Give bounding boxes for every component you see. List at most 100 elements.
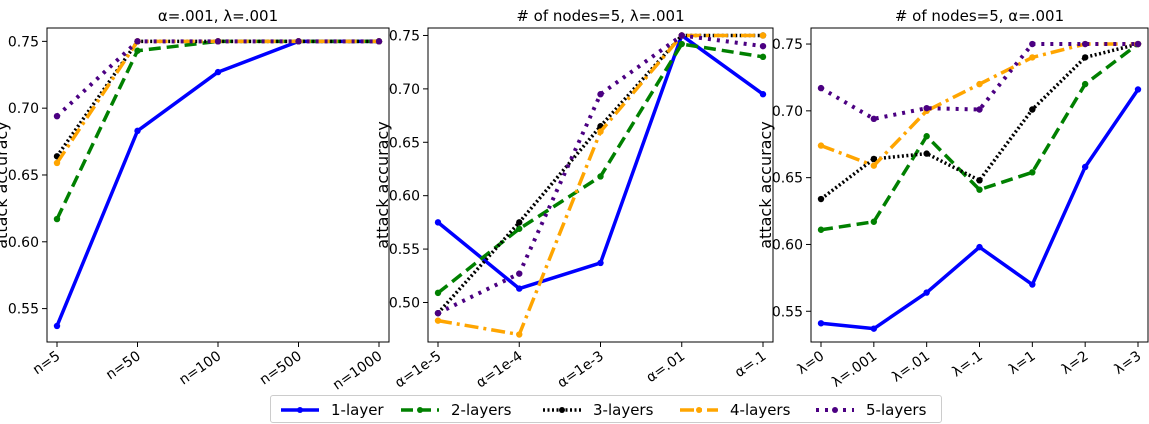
data-point	[976, 186, 983, 193]
y-axis-label: attack accuracy	[373, 121, 392, 249]
data-point	[516, 331, 523, 338]
data-point	[434, 309, 442, 317]
data-point	[976, 243, 983, 251]
x-tick-label: α=1e-4	[473, 348, 525, 391]
data-point	[516, 219, 523, 226]
data-point	[1081, 54, 1089, 61]
x-tick-label: α=1e-5	[392, 348, 444, 391]
legend-label: 5-layers	[866, 401, 927, 419]
data-point	[923, 150, 930, 157]
x-tick-label: n=5	[30, 348, 63, 378]
data-point	[976, 80, 983, 88]
data-point	[516, 285, 523, 292]
y-tick-label: 0.60	[389, 189, 420, 205]
series-line-4	[55, 39, 379, 164]
legend-marker	[696, 407, 702, 413]
data-point	[1134, 86, 1142, 93]
data-point	[134, 127, 141, 135]
data-point	[1134, 40, 1142, 48]
data-point	[759, 53, 767, 61]
data-point	[1029, 54, 1036, 61]
y-tick-label: 0.65	[389, 135, 420, 151]
data-point	[678, 40, 685, 48]
legend-label: 2-layers	[451, 401, 512, 419]
legend-item-3: 3-layers	[543, 401, 654, 419]
data-point	[1029, 169, 1036, 176]
x-tick-label: α=.01	[643, 348, 688, 386]
x-tick-label: α=.1	[732, 348, 769, 381]
x-tick-label: λ=3	[1111, 348, 1144, 378]
y-tick-label: 0.75	[772, 37, 803, 53]
y-tick-label: 0.65	[8, 168, 39, 184]
x-tick-label: λ=.1	[949, 348, 986, 380]
data-point	[923, 289, 930, 296]
series-line-2	[820, 42, 1140, 232]
x-tick-label: λ=.01	[889, 348, 933, 385]
data-point	[759, 42, 767, 50]
data-point	[516, 225, 523, 232]
data-point	[870, 218, 878, 225]
series-line-5	[437, 33, 764, 315]
data-point	[923, 104, 930, 112]
y-tick-label: 0.70	[389, 82, 420, 98]
x-tick-label: n=50	[103, 348, 144, 383]
plot-frame	[810, 27, 1149, 343]
y-tick-label: 0.55	[389, 242, 420, 258]
data-point	[1081, 80, 1089, 88]
data-point	[817, 84, 825, 92]
data-point	[678, 32, 685, 39]
data-point	[1029, 281, 1036, 288]
x-tick-label: n=1000	[330, 348, 385, 393]
chart-title: # of nodes=5, α=.001	[895, 7, 1064, 25]
plot-frame	[46, 27, 390, 343]
series-line-4	[820, 42, 1138, 168]
y-tick-label: 0.75	[8, 34, 39, 50]
chart-title: # of nodes=5, λ=.001	[516, 7, 684, 25]
data-point	[817, 142, 825, 149]
series-line-1	[55, 39, 379, 327]
x-tick-label: n=500	[257, 348, 305, 388]
y-tick-label: 0.60	[772, 237, 803, 253]
data-point	[597, 91, 604, 98]
legend-label: 1-layer	[331, 401, 384, 419]
legend-marker	[417, 407, 423, 413]
y-tick-label: 0.55	[772, 304, 803, 320]
legend-item-2: 2-layers	[401, 401, 512, 419]
legend-marker	[832, 407, 838, 413]
data-point	[214, 38, 222, 45]
data-point	[597, 173, 604, 180]
data-point	[870, 115, 878, 123]
x-tick-label: n=100	[176, 348, 224, 388]
data-point	[434, 219, 442, 226]
data-point	[375, 38, 383, 45]
data-point	[597, 259, 604, 267]
legend-label: 4-layers	[730, 401, 791, 419]
chart-title: α=.001, λ=.001	[158, 7, 278, 25]
data-point	[870, 155, 878, 163]
series-line-2	[55, 39, 379, 220]
y-tick-label: 0.65	[772, 171, 803, 187]
data-point	[53, 159, 61, 167]
plot-frame	[427, 27, 774, 343]
data-point	[817, 195, 825, 203]
x-tick-label: λ=2	[1059, 348, 1092, 378]
data-point	[1029, 106, 1036, 113]
legend-marker	[559, 407, 565, 413]
data-point	[1081, 163, 1089, 171]
series-line-1	[436, 33, 765, 291]
y-axis-label: attack accuracy	[0, 121, 11, 249]
data-point	[53, 112, 61, 120]
data-point	[53, 322, 61, 330]
data-point	[817, 320, 825, 327]
y-tick-label: 0.75	[389, 28, 420, 44]
series-line-5	[55, 39, 379, 118]
series-line-3	[55, 39, 379, 158]
data-point	[976, 177, 983, 184]
data-point	[434, 289, 442, 297]
data-point	[516, 270, 523, 277]
data-point	[976, 106, 983, 113]
legend-label: 3-layers	[593, 401, 654, 419]
y-axis-label: attack accuracy	[756, 121, 775, 249]
data-point	[53, 215, 61, 223]
x-tick-label: λ=1	[1006, 348, 1039, 378]
